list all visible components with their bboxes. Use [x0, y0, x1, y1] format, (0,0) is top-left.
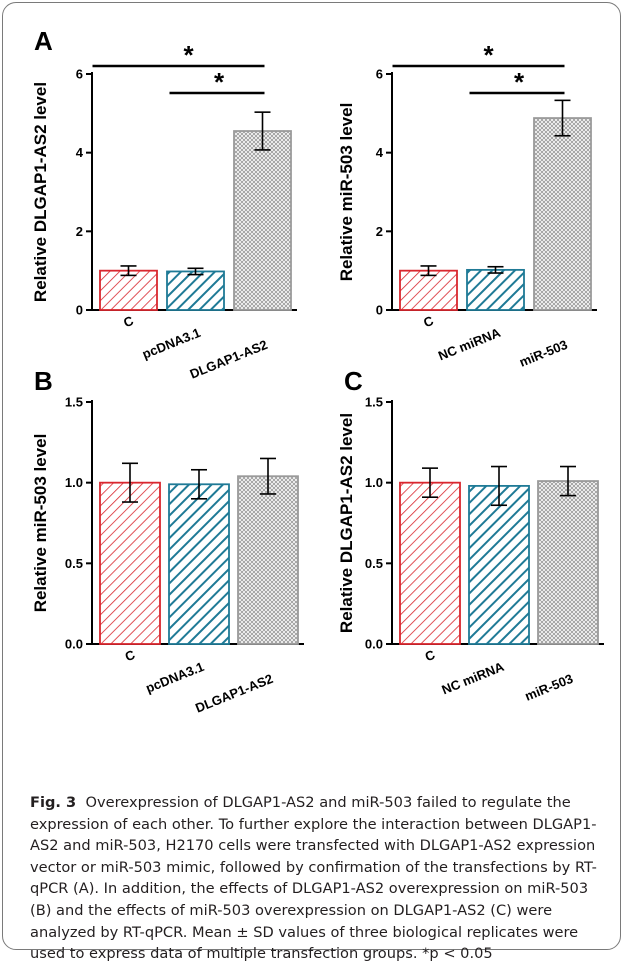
y-axis-label: Relative DLGAP1-AS2 level [337, 413, 356, 633]
y-tick-label: 1.0 [65, 475, 83, 490]
y-axis-label: Relative miR-503 level [31, 434, 50, 613]
figure-label: Fig. 3 [30, 794, 77, 811]
significance-star: * [514, 67, 525, 97]
y-tick-label: 0.0 [365, 637, 383, 652]
bar-c [99, 481, 161, 645]
panel-letter: B [34, 366, 53, 396]
caption-text: Overexpression of DLGAP1-AS2 and miR-503… [30, 794, 597, 963]
panel-letter: C [344, 366, 363, 396]
figure-caption: Fig. 3 Overexpression of DLGAP1-AS2 and … [30, 792, 604, 965]
figure-frame [2, 2, 621, 950]
panel-letter: A [34, 26, 53, 56]
y-tick-label: 0.0 [65, 637, 83, 652]
y-tick-label: 0.5 [65, 556, 83, 571]
y-tick-label: 0.5 [365, 556, 383, 571]
bar-c [399, 269, 458, 311]
y-axis-label: Relative miR-503 level [337, 103, 356, 282]
x-category-label: C [421, 313, 436, 331]
x-category-label: NC miRNA [440, 659, 507, 698]
bar-pcdna3-1 [166, 270, 225, 311]
bar-nc-mirna [466, 268, 525, 311]
bar-dlgap1-as2 [233, 130, 292, 311]
bar-mir-503 [537, 480, 599, 645]
y-tick-label: 2 [76, 224, 83, 239]
bar-dlgap1-as2 [237, 475, 299, 645]
bar-c [99, 269, 158, 311]
bar-nc-mirna [468, 484, 530, 645]
y-tick-label: 0 [376, 303, 383, 318]
y-tick-label: 1.5 [365, 395, 383, 410]
x-category-label: C [123, 647, 138, 665]
significance-star: * [183, 40, 194, 70]
bar-pcdna3-1 [168, 483, 230, 645]
significance-star: * [214, 67, 225, 97]
y-tick-label: 0 [76, 303, 83, 318]
y-tick-label: 2 [376, 224, 383, 239]
y-axis-label: Relative DLGAP1-AS2 level [31, 82, 50, 302]
bar-mir-503 [533, 117, 592, 311]
x-category-label: C [423, 647, 438, 665]
x-category-label: C [121, 313, 136, 331]
y-tick-label: 1.0 [365, 475, 383, 490]
chart-panel-b: B Relative miR-503 level 0.0 0.5 1.0 1.5 CpcDN… [31, 366, 304, 716]
y-tick-label: 4 [376, 145, 384, 160]
y-tick-label: 1.5 [65, 395, 83, 410]
y-tick-label: 6 [76, 67, 83, 82]
y-tick-label: 6 [376, 67, 383, 82]
x-category-label: pcDNA3.1 [144, 659, 207, 696]
y-tick-label: 4 [76, 145, 84, 160]
significance-star: * [483, 40, 494, 70]
bar-c [399, 481, 461, 645]
